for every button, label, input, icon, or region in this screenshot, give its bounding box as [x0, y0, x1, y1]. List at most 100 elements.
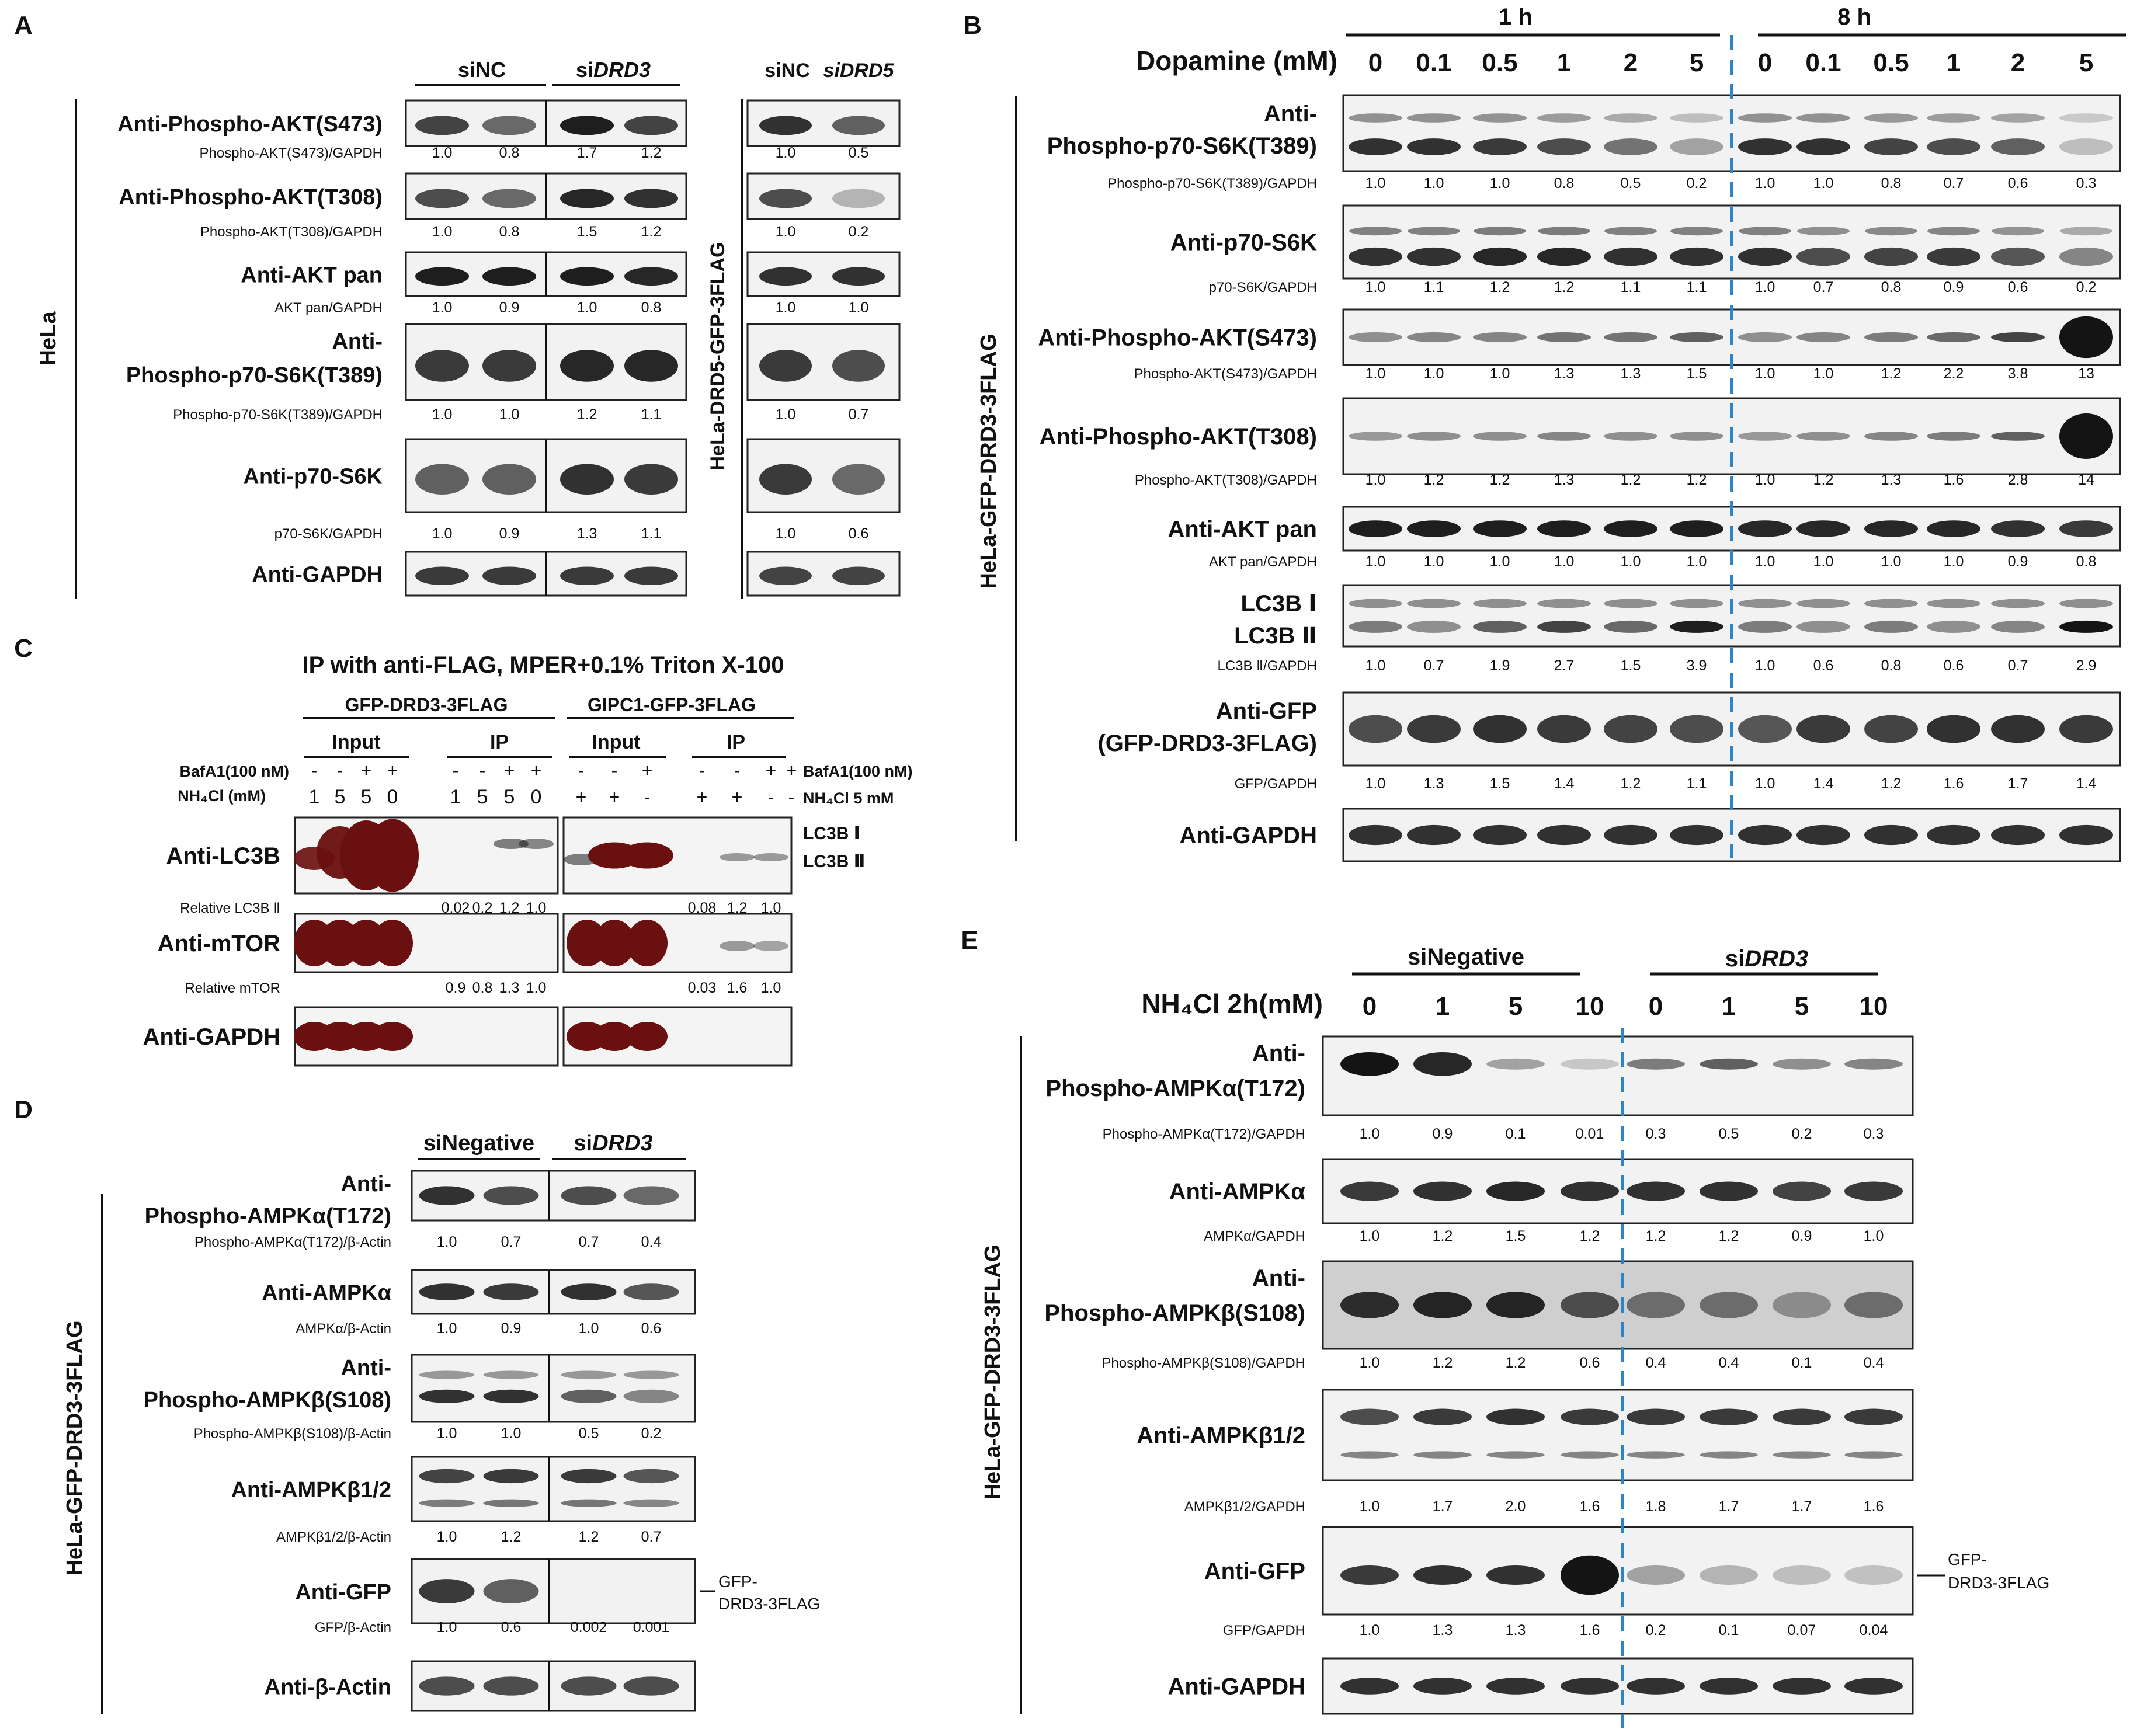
- blot-frame-e: [1322, 1035, 1914, 1116]
- row-label: Anti-mTOR: [158, 931, 280, 956]
- band: [594, 920, 635, 966]
- band: [1864, 620, 1918, 633]
- band: [1473, 620, 1527, 633]
- band-shape: [482, 267, 536, 286]
- band-shape: [1537, 138, 1591, 155]
- band: [1844, 1565, 1903, 1585]
- band: [832, 350, 885, 382]
- band-shape: [1340, 1181, 1399, 1201]
- dose-label: 0: [1368, 48, 1382, 77]
- band: [372, 920, 413, 966]
- row-label: Anti-Phospho-AKT(S473): [1038, 325, 1317, 351]
- band: [1991, 599, 2045, 608]
- band-shape: [1561, 1292, 1619, 1318]
- band-shape: [1407, 138, 1461, 155]
- band: [1407, 715, 1461, 743]
- row-label: LC3B Ⅱ: [1234, 623, 1317, 649]
- band-shape: [623, 1676, 679, 1696]
- band: [1349, 138, 1402, 155]
- quant-value: 1.0: [579, 1320, 599, 1337]
- band: [1927, 247, 1980, 266]
- band-shape: [1844, 1678, 1903, 1695]
- band-shape: [2059, 599, 2113, 608]
- band: [832, 464, 885, 495]
- band-shape: [1349, 599, 1402, 608]
- nh4cl-value: 1: [450, 786, 461, 808]
- blot-row-b-6: Anti-GFP (GFP-DRD3-3FLAG) GFP/GAPDH 1.0 1.3 1…: [1097, 691, 2121, 792]
- band-shape: [560, 464, 614, 495]
- band-shape: [1413, 1181, 1472, 1201]
- band-shape: [483, 1283, 539, 1300]
- band: [1738, 599, 1792, 608]
- band: [1700, 1678, 1758, 1695]
- band-shape: [623, 1389, 679, 1403]
- band: [1349, 227, 1402, 236]
- band: [1773, 1408, 1831, 1425]
- band: [1349, 332, 1402, 343]
- dose-label: 5: [1509, 992, 1523, 1021]
- band-shape: [1486, 1565, 1545, 1585]
- dose-label: 0.5: [1482, 48, 1517, 77]
- band: [1738, 520, 1792, 537]
- band-shape: [1738, 620, 1792, 633]
- band-shape: [1538, 227, 1590, 236]
- quant-value: 1.1: [641, 526, 662, 542]
- row-label: Anti-: [1264, 101, 1317, 127]
- nh4cl-sign: -: [788, 787, 795, 808]
- band: [1407, 432, 1461, 441]
- band: [1537, 432, 1591, 441]
- band: [1738, 113, 1792, 123]
- row-label: Anti-Phospho-AKT(T308): [119, 185, 383, 210]
- blot-row-b-0: Anti- Phospho-p70-S6K(T389) Phospho-p70-S6…: [1047, 94, 2121, 192]
- panel-letter-a: A: [14, 11, 33, 40]
- quant-value: 0.8: [499, 145, 520, 161]
- band: [1670, 620, 1723, 633]
- quant-value: 1.6: [1580, 1498, 1600, 1515]
- band-shape: [1864, 432, 1918, 441]
- band: [1738, 824, 1792, 846]
- quant-value: 1.5: [1506, 1228, 1526, 1244]
- quant-value: 1.0: [776, 526, 796, 542]
- quant-value: 0.2: [2076, 279, 2097, 295]
- band: [419, 1186, 475, 1205]
- band: [1927, 332, 1980, 343]
- band-shape: [759, 267, 812, 286]
- band: [1627, 1565, 1685, 1585]
- band-shape: [1349, 332, 1402, 343]
- band: [419, 1469, 475, 1484]
- quant-value: 1.6: [1864, 1498, 1884, 1515]
- band: [1844, 1181, 1903, 1201]
- band-shape: [415, 464, 469, 495]
- quant-label: Relative mTOR: [185, 980, 280, 996]
- band: [1844, 1678, 1903, 1695]
- band-shape: [1773, 1408, 1831, 1425]
- band: [1604, 520, 1657, 537]
- band: [623, 1186, 679, 1205]
- group-label-sidrd3: siDRD3: [576, 58, 651, 82]
- quant-value: 2.2: [1944, 366, 1964, 382]
- band-shape: [482, 350, 536, 382]
- band: [1991, 138, 2045, 155]
- bafa1-sign: +: [387, 760, 398, 781]
- band-shape: [1473, 113, 1527, 123]
- row-label: Anti-p70-S6K: [1170, 230, 1317, 256]
- quant-value: 1.3: [1554, 472, 1575, 488]
- band-shape: [1537, 715, 1591, 743]
- band: [1670, 247, 1723, 266]
- band: [832, 116, 885, 135]
- row-label: Phospho-p70-S6K(T389): [126, 363, 383, 388]
- band: [366, 819, 419, 892]
- dose-label: 10: [1576, 992, 1604, 1021]
- side-label: DRD3-3FLAG: [718, 1595, 820, 1613]
- bafa1-sign: -: [734, 760, 741, 781]
- band: [1537, 247, 1591, 266]
- band: [494, 839, 529, 849]
- band: [560, 350, 614, 382]
- band: [1927, 432, 1980, 441]
- band-shape: [1738, 520, 1792, 537]
- band-shape: [1561, 1181, 1619, 1201]
- band-shape: [720, 941, 755, 951]
- quant-value: 0.7: [1424, 657, 1444, 674]
- quant-value: 1.0: [437, 1320, 457, 1337]
